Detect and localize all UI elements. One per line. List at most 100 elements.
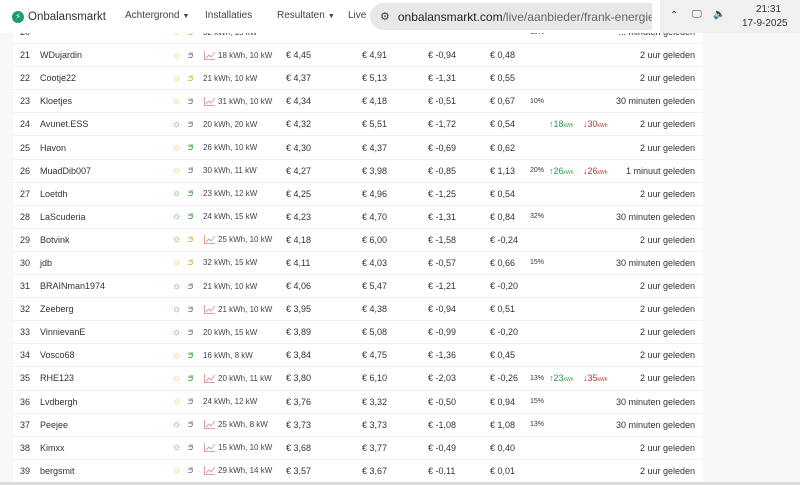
chart-icon[interactable] xyxy=(204,50,216,60)
chart-icon[interactable] xyxy=(204,373,216,383)
rank: 24 xyxy=(20,119,31,130)
up-value: 18 xyxy=(553,119,564,130)
price-total: € 4,27 xyxy=(286,165,312,176)
table-row[interactable]: 39 bergsmit ☼ ϧ 29 kWh, 14 kW € 3,57 € 3,… xyxy=(13,460,703,483)
site-settings-icon[interactable]: ⚙ xyxy=(380,11,390,23)
plug-icon: ϧ xyxy=(188,303,193,315)
chart-icon[interactable] xyxy=(204,96,216,106)
user-name[interactable]: LaScuderia xyxy=(40,211,86,222)
table-row[interactable]: 36 Lvdbergh ☼ ϧ 24 kWh, 12 kW € 3,76 € 3,… xyxy=(13,391,703,414)
sun-icon: ☼ xyxy=(172,419,182,431)
table-row[interactable]: 25 Havon ☼ ϧ 26 kWh, 10 kW € 4,30 € 4,37 … xyxy=(13,136,703,160)
charge-up: ↑26kWh xyxy=(549,165,574,176)
user-name[interactable]: Havon xyxy=(40,142,67,153)
price-3: € -1,21 xyxy=(428,281,457,292)
user-name[interactable]: Zeeberg xyxy=(40,304,74,315)
user-name[interactable]: BRAINman1974 xyxy=(40,281,106,292)
user-name[interactable]: Kimxx xyxy=(40,442,65,453)
table-row[interactable]: 27 Loetdh ☼ ϧ 23 kWh, 12 kW € 4,25 € 4,96… xyxy=(13,183,703,206)
capacity: 21 kWh, 10 kW xyxy=(203,73,258,83)
table-row[interactable]: 34 Vosco68 ☼ ϧ 16 kWh, 8 kW € 3,84 € 4,75… xyxy=(13,344,703,368)
price-3: € -0,11 xyxy=(428,465,456,476)
chart-icon[interactable] xyxy=(204,443,216,453)
user-name[interactable]: bergsmit xyxy=(40,465,75,476)
price-3: € -1,72 xyxy=(428,119,457,130)
unit: kWh xyxy=(597,169,608,176)
sun-icon: ☼ xyxy=(172,118,182,130)
price-total: € 3,80 xyxy=(286,373,312,384)
rank: 34 xyxy=(20,350,31,361)
brand-logo[interactable]: ⚡ Onbalansmarkt xyxy=(12,10,106,23)
table-row[interactable]: 37 Peejee ☼ ϧ 25 kWh, 8 kW € 3,73 € 3,73 … xyxy=(13,414,703,437)
user-name[interactable]: MuadDib007 xyxy=(40,165,92,176)
rank: 33 xyxy=(20,327,31,338)
user-name[interactable]: Lvdbergh xyxy=(40,396,78,407)
plug-icon: ϧ xyxy=(188,419,193,431)
sun-icon: ☼ xyxy=(172,280,182,292)
chart-icon[interactable] xyxy=(204,304,216,314)
nav-resultaten[interactable]: Resultaten ▼ xyxy=(277,10,335,21)
user-name[interactable]: WDujardin xyxy=(40,50,83,61)
last-update: 30 minuten geleden xyxy=(615,96,695,107)
price-3: € -0,51 xyxy=(428,96,457,107)
chart-icon[interactable] xyxy=(204,420,216,430)
table-row[interactable]: 21 WDujardin ☼ ϧ 18 kWh, 10 kW € 4,45 € 4… xyxy=(13,44,703,68)
table-row[interactable]: 24 Avunet.ESS ☼ ϧ 20 kWh, 20 kW € 4,32 € … xyxy=(13,113,703,137)
price-4: € -0,24 xyxy=(490,234,519,245)
horizontal-scrollbar[interactable] xyxy=(0,482,800,485)
user-name[interactable]: RHE123 xyxy=(40,373,75,384)
user-name[interactable]: jdb xyxy=(40,257,53,268)
table-row[interactable]: 32 Zeeberg ☼ ϧ 21 kWh, 10 kW € 3,95 € 4,3… xyxy=(13,298,703,322)
percentage: 20% xyxy=(530,167,545,175)
chevron-down-icon: ▼ xyxy=(182,13,190,20)
plug-icon: ϧ xyxy=(188,465,193,477)
chevron-up-icon[interactable]: ⌃ xyxy=(670,10,679,21)
capacity: 18 kWh, 10 kW xyxy=(218,50,273,60)
user-name[interactable]: Botvink xyxy=(40,234,70,245)
price-2: € 4,37 xyxy=(362,142,388,153)
user-name[interactable]: Peejee xyxy=(40,419,69,430)
user-name[interactable]: Cootje22 xyxy=(40,73,77,84)
percentage: 15% xyxy=(530,398,545,406)
table-row[interactable]: 33 VinnievanE ☼ ϧ 20 kWh, 15 kW € 3,89 € … xyxy=(13,321,703,345)
capacity: 29 kWh, 14 kW xyxy=(218,466,273,476)
nav-live[interactable]: Live xyxy=(348,10,366,21)
table-row[interactable]: 22 Cootje22 ☼ ϧ 21 kWh, 10 kW € 4,37 € 5,… xyxy=(13,67,703,91)
price-3: € -0,94 xyxy=(428,304,457,315)
clock-time[interactable]: 21:31 xyxy=(756,4,782,15)
price-4: € 0,55 xyxy=(490,73,516,84)
chart-icon[interactable] xyxy=(204,235,216,245)
table-row[interactable]: 38 Kimxx ☼ ϧ 15 kWh, 10 kW € 3,68 € 3,77 … xyxy=(13,437,703,460)
clock-date[interactable]: 17-9-2025 xyxy=(742,18,788,29)
plug-icon: ϧ xyxy=(188,442,193,454)
network-icon[interactable]: 🖵 xyxy=(692,9,702,20)
capacity: 21 kWh, 10 kW xyxy=(218,304,273,314)
user-name[interactable]: Kloetjes xyxy=(40,96,73,107)
user-name[interactable]: VinnievanE xyxy=(40,327,86,338)
user-name[interactable]: Loetdh xyxy=(40,188,68,199)
table-row[interactable]: 28 LaScuderia ☼ ϧ 24 kWh, 15 kW € 4,23 € … xyxy=(13,206,703,229)
plug-icon: ϧ xyxy=(188,95,193,107)
table-row[interactable]: 23 Kloetjes ☼ ϧ 31 kWh, 10 kW € 4,34 € 4,… xyxy=(13,90,703,114)
table-row[interactable]: 35 RHE123 ☼ ϧ 20 kWh, 11 kW € 3,80 € 6,10… xyxy=(13,367,703,391)
volume-icon[interactable]: 🔈 xyxy=(713,9,726,20)
nav-installaties[interactable]: Installaties xyxy=(205,10,252,21)
nav-achtergrond[interactable]: Achtergrond ▼ xyxy=(125,10,189,21)
table-row[interactable]: 30 jdb ☼ ϧ 32 kWh, 15 kW € 4,11 € 4,03 € … xyxy=(13,252,703,276)
address-bar[interactable]: ⚙ onbalansmarkt.com/live/aanbieder/frank-… xyxy=(370,3,652,30)
table-row[interactable]: 29 Botvink ☼ ϧ 25 kWh, 10 kW € 4,18 € 6,0… xyxy=(13,229,703,252)
last-update: 1 minuut geleden xyxy=(625,165,695,176)
down-value: 35 xyxy=(587,373,598,384)
rank: 27 xyxy=(20,188,31,199)
sun-icon: ☼ xyxy=(172,465,182,477)
sun-icon: ☼ xyxy=(172,442,182,454)
table-row[interactable]: 31 BRAINman1974 ☼ ϧ 21 kWh, 10 kW € 4,06 … xyxy=(13,275,703,299)
price-3: € -1,36 xyxy=(428,350,457,361)
price-2: € 3,73 xyxy=(362,419,388,430)
user-name[interactable]: Vosco68 xyxy=(40,350,75,361)
chart-icon[interactable] xyxy=(204,466,216,476)
sun-icon: ☼ xyxy=(172,211,182,223)
user-name[interactable]: Avunet.ESS xyxy=(40,119,89,130)
table-row[interactable]: 26 MuadDib007 ☼ ϧ 30 kWh, 11 kW € 4,27 € … xyxy=(13,160,703,183)
plug-icon: ϧ xyxy=(188,372,193,384)
